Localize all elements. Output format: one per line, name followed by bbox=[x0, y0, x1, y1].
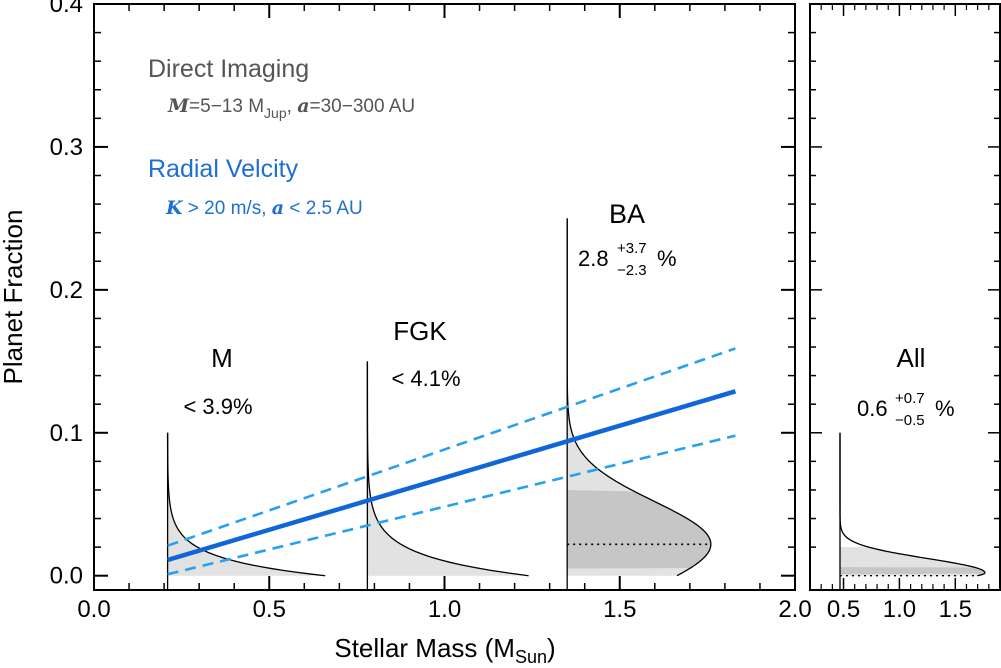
radial-velocity-fit bbox=[166, 347, 737, 576]
di-sep: , bbox=[287, 96, 298, 117]
radial-velocity-title: Radial Velcity bbox=[148, 155, 299, 183]
y-tick-label: 0.1 bbox=[50, 420, 83, 447]
group-ba-value: 2.8 +3.7 −2.3 % bbox=[578, 240, 677, 279]
main-frame bbox=[93, 3, 796, 591]
group-ba-value-unit: % bbox=[657, 246, 677, 271]
y-tick-label: 0.2 bbox=[50, 277, 83, 304]
y-axis-title: Planet Fraction bbox=[0, 210, 28, 385]
side-x-tick-label: 0.5 bbox=[827, 596, 860, 623]
group-fgk-name: FGK bbox=[393, 316, 447, 346]
group-ba-value-main: 2.8 bbox=[578, 246, 609, 271]
rv-lower-bound bbox=[167, 434, 736, 576]
radial-velocity-criteria: K > 20 m/s, a < 2.5 AU bbox=[165, 197, 363, 219]
x-axis-title-main: Stellar Mass (M bbox=[334, 633, 515, 663]
y-tick-label: 0.4 bbox=[50, 0, 83, 18]
di-a-range: =30−300 AU bbox=[310, 96, 416, 117]
x-axis-title-subscript: Sun bbox=[515, 647, 547, 667]
rv-k-range: > 20 m/s, bbox=[183, 198, 272, 219]
di-a-symbol: a bbox=[297, 95, 309, 117]
side-x-tick-label: 1.0 bbox=[883, 596, 916, 623]
group-ba-value-minus: −2.3 bbox=[617, 262, 647, 279]
x-tick-label: 1.5 bbox=[603, 596, 636, 623]
x-axis-title: Stellar Mass (MSun) bbox=[334, 633, 555, 667]
direct-imaging-title: Direct Imaging bbox=[148, 55, 309, 83]
group-all-value-main: 0.6 bbox=[857, 396, 888, 421]
y-tick-label: 0.0 bbox=[50, 563, 83, 590]
rv-a-range: < 2.5 AU bbox=[284, 198, 363, 219]
group-m-limit: < 3.9% bbox=[183, 394, 252, 419]
group-ba-value-plus: +3.7 bbox=[617, 240, 647, 257]
side-posterior bbox=[839, 432, 986, 590]
group-all-name: All bbox=[897, 343, 926, 373]
di-m-subscript: Jup bbox=[264, 105, 287, 121]
di-m-range: =5−13 M bbox=[189, 96, 264, 117]
x-tick-label: 0.0 bbox=[77, 596, 110, 623]
group-ba-name: BA bbox=[609, 199, 645, 229]
main-posteriors bbox=[166, 218, 712, 590]
group-all-value: 0.6 +0.7 −0.5 % bbox=[857, 390, 955, 429]
side-x-tick-label: 1.5 bbox=[939, 596, 972, 623]
group-fgk-limit: < 4.1% bbox=[391, 366, 460, 391]
side-panel: 0.5 1.0 1.5 All 0.6 +0.7 −0.5 % bbox=[809, 3, 1001, 623]
main-panel: 0.0 0.5 1.0 1.5 2.0 0.0 0.1 0.2 0.3 0.4 Direct Im… bbox=[0, 0, 812, 667]
rv-k-symbol: K bbox=[165, 197, 184, 219]
rv-best-fit-line bbox=[166, 389, 737, 563]
x-tick-label: 0.5 bbox=[253, 596, 286, 623]
x-tick-label: 1.0 bbox=[428, 596, 461, 623]
group-all-value-unit: % bbox=[935, 396, 955, 421]
group-m-name: M bbox=[211, 343, 233, 373]
group-all-value-minus: −0.5 bbox=[895, 412, 925, 429]
posterior-all-1sigma bbox=[840, 567, 985, 575]
x-tick-label: 2.0 bbox=[778, 596, 811, 623]
side-ticks: 0.5 1.0 1.5 bbox=[810, 4, 1000, 623]
x-axis-title-tail: ) bbox=[547, 633, 556, 663]
rv-a-symbol: a bbox=[272, 197, 284, 219]
posterior-m-fill bbox=[167, 432, 326, 576]
y-tick-label: 0.3 bbox=[50, 134, 83, 161]
rv-upper-bound bbox=[167, 347, 736, 547]
posterior-fgk-fill bbox=[367, 361, 529, 576]
group-all-value-plus: +0.7 bbox=[895, 390, 925, 407]
di-m-symbol: M bbox=[167, 95, 190, 117]
side-frame bbox=[809, 3, 1001, 591]
direct-imaging-criteria: M=5−13 MJup, a=30−300 AU bbox=[167, 95, 415, 121]
posterior-ba-1sigma bbox=[567, 489, 711, 569]
